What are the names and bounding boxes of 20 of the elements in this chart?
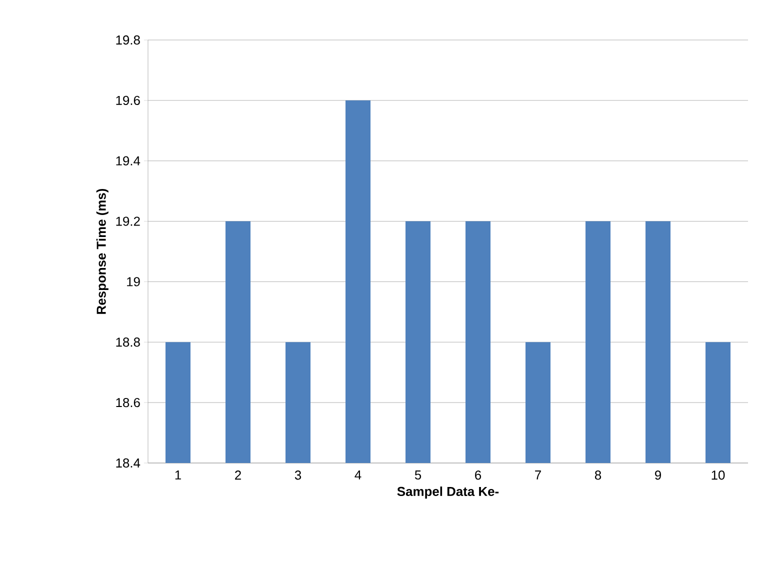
x-tick-label: 2 xyxy=(235,470,241,480)
x-tick-label: 7 xyxy=(535,470,541,480)
y-axis-title: Response Time (ms) xyxy=(96,188,108,314)
y-tick-label: 19.6 xyxy=(116,96,140,106)
x-tick-label: 3 xyxy=(294,470,302,480)
x-tick-label: 5 xyxy=(414,470,422,480)
y-tick-label: 19.8 xyxy=(116,35,140,45)
x-tick-label: 9 xyxy=(655,470,661,480)
x-tick-label: 4 xyxy=(354,470,362,480)
x-tick-label: 6 xyxy=(475,470,482,480)
y-tick-label: 19.2 xyxy=(116,216,140,226)
y-tick-label: 18.8 xyxy=(116,338,140,347)
y-tick-label: 18.4 xyxy=(116,458,140,468)
x-axis-title: Sampel Data Ke- xyxy=(397,486,499,499)
y-tick-label: 19.4 xyxy=(116,156,140,166)
y-tick-label: 19 xyxy=(127,277,140,286)
y-tick-label: 18.6 xyxy=(116,398,140,408)
x-tick-label: 1 xyxy=(175,470,181,480)
x-tick-label: 10 xyxy=(712,470,725,480)
x-tick-label: 8 xyxy=(594,470,602,480)
